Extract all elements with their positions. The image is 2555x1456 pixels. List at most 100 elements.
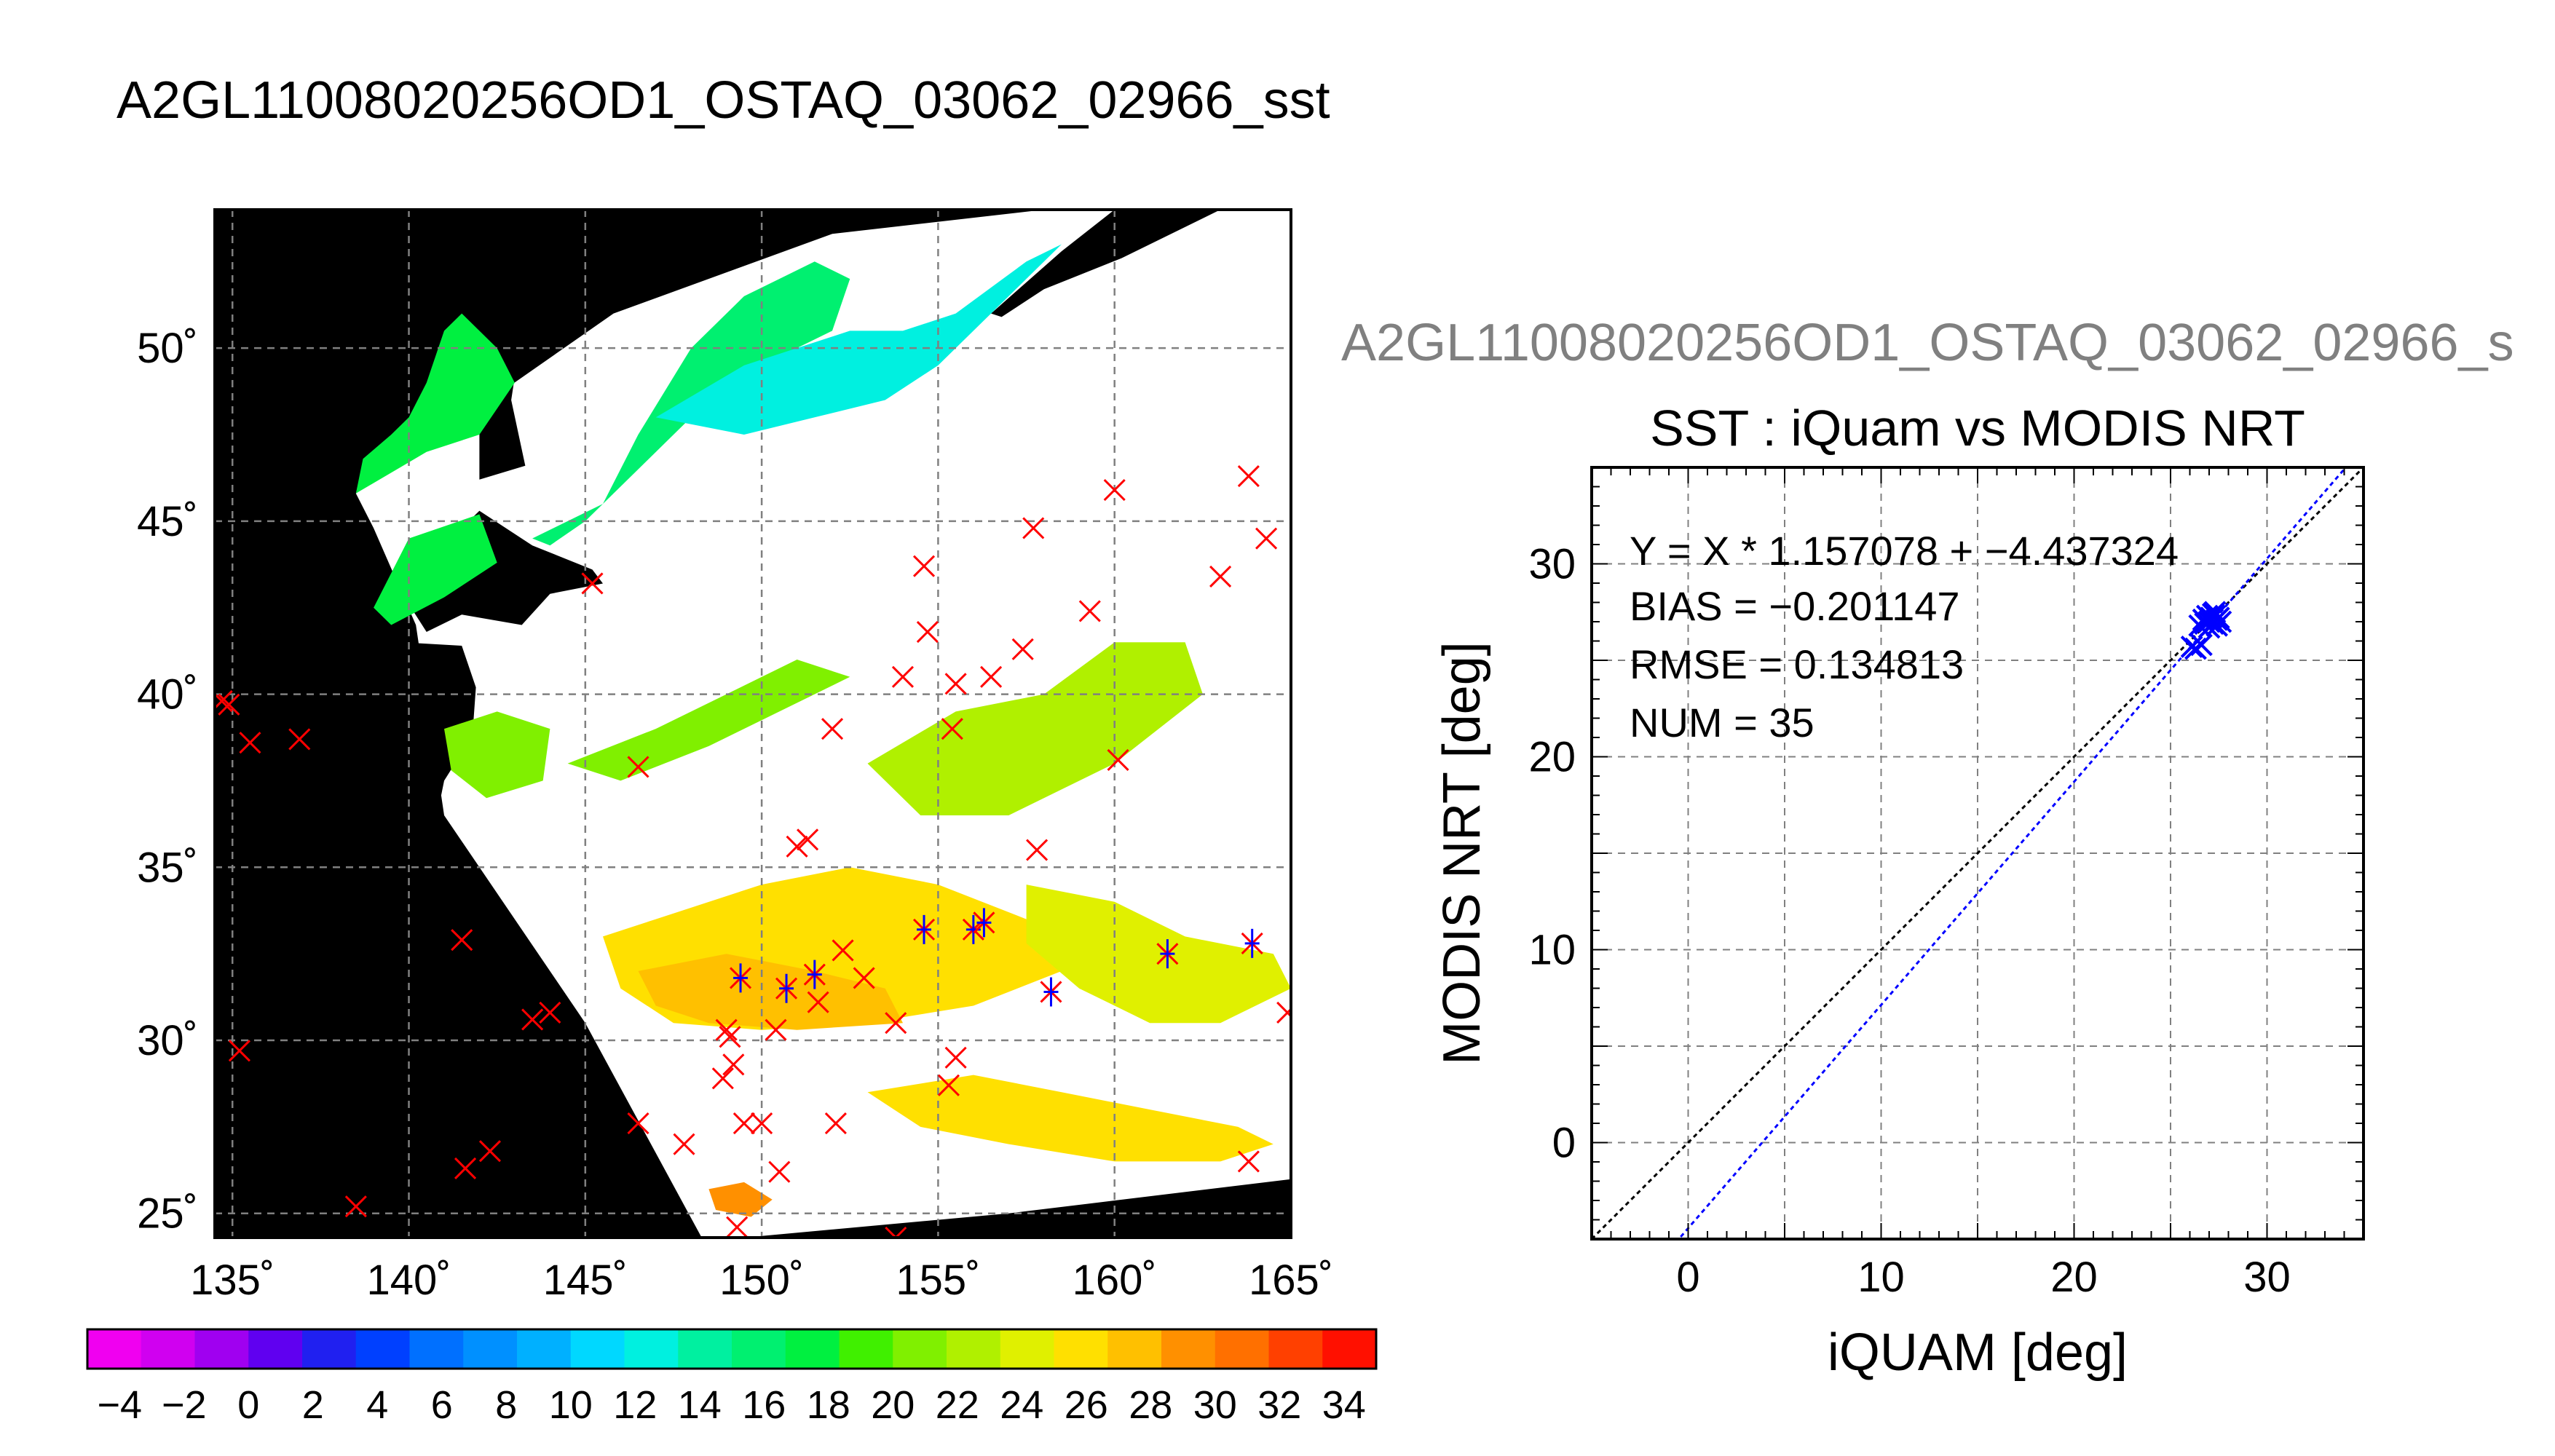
matchup-marker	[1022, 517, 1045, 539]
retrieval-marker-cross	[733, 963, 749, 993]
map-lat-tick-label: 30˚	[137, 1017, 198, 1064]
matchup-marker	[451, 929, 473, 951]
colorbar: −4 −2 0 2 4 6 8 10 12 14 16 18 20 22 24 26 28 30 32 34	[86, 1328, 1378, 1427]
retrieval-marker-cross	[1244, 928, 1260, 958]
map-frame	[213, 208, 1292, 1239]
colorbar-segment	[570, 1329, 625, 1369]
main-title: A2GL11008020256OD1_OSTAQ_03062_02966_sst	[117, 71, 1330, 130]
colorbar-tick-label: 22	[936, 1383, 979, 1427]
matchup-marker	[1107, 748, 1129, 771]
scatter-title: SST : iQuam vs MODIS NRT	[1650, 400, 2305, 456]
matchup-marker	[937, 1074, 960, 1096]
scatter-subtitle: A2GL11008020256OD1_OSTAQ_03062_02966_s	[1341, 314, 2514, 372]
colorbar-tick-label: 12	[613, 1383, 657, 1427]
matchup-marker	[1276, 1001, 1291, 1024]
sst-region	[708, 1182, 773, 1217]
scatter-point	[2189, 633, 2213, 657]
matchup-marker	[1237, 1150, 1260, 1173]
map-lon-tick-label: 165˚	[1249, 1257, 1333, 1304]
scatter-y-tick-label: 30	[1528, 541, 1576, 588]
matchup-marker	[673, 1133, 695, 1155]
matchup-marker	[478, 1140, 502, 1163]
colorbar-tick-label: 26	[1065, 1383, 1108, 1427]
colorbar-segment	[1161, 1329, 1216, 1369]
sst-region	[1026, 885, 1291, 1024]
colorbar-segment	[893, 1329, 947, 1369]
num-value: NUM = 35	[1630, 700, 1814, 745]
matchup-marker	[719, 1026, 741, 1048]
matchup-marker	[344, 1195, 367, 1218]
map-lon-tick-label: 160˚	[1073, 1257, 1157, 1304]
sst-region	[355, 313, 515, 494]
matchup-marker	[916, 620, 939, 644]
scatter-x-axis-label: iQUAM [deg]	[1828, 1324, 2128, 1382]
matchup-marker	[627, 756, 649, 778]
matchup-markers	[215, 465, 1291, 1238]
colorbar-frame	[86, 1328, 1378, 1370]
fit-equation: Y = X * 1.157078 + −4.437324	[1630, 528, 2179, 574]
matchup-marker	[768, 1160, 791, 1183]
scatter-x-tick-label: 30	[2243, 1254, 2291, 1301]
colorbar-tick-label: 20	[871, 1383, 915, 1427]
retrieval-marker-cross	[917, 914, 932, 944]
colorbar-tick-label: 32	[1257, 1383, 1301, 1427]
matchup-marker	[1103, 479, 1126, 502]
colorbar-tick-label: 4	[366, 1383, 388, 1427]
sst-region	[867, 1075, 1273, 1162]
matchup-marker	[1237, 465, 1260, 488]
swath-cloud-area	[355, 210, 1291, 1238]
scatter-grid	[1592, 467, 2364, 1239]
map-lon-tick-label: 140˚	[366, 1257, 451, 1304]
colorbar-tick-label: 14	[678, 1383, 722, 1427]
scatter-points	[2180, 601, 2232, 660]
map-lon-tick-label: 150˚	[719, 1257, 804, 1304]
matchup-marker	[539, 1001, 561, 1024]
scatter-x-tick-label: 0	[1676, 1254, 1699, 1301]
colorbar-tick-label: 30	[1193, 1383, 1237, 1427]
matchup-marker	[944, 1046, 967, 1069]
colorbar-tick-label: −4	[97, 1383, 142, 1427]
scatter-point	[2203, 601, 2227, 624]
scatter-y-tick-label: 10	[1528, 927, 1576, 974]
matchup-marker	[715, 1018, 738, 1041]
matchup-marker	[797, 828, 819, 851]
retrieval-marker-cross	[779, 973, 794, 1003]
matchup-marker	[891, 665, 915, 688]
matchup-marker	[228, 1040, 250, 1062]
map-lon-tick-label: 155˚	[896, 1257, 980, 1304]
sst-region	[638, 954, 903, 1030]
retrieval-marker-cross	[976, 908, 992, 938]
matchup-marker	[732, 1112, 755, 1135]
matchup-marker	[751, 1112, 773, 1135]
map-lat-ticks: 25˚ 30˚ 35˚ 40˚ 45˚ 50˚	[137, 325, 198, 1238]
matchup-marker	[885, 1226, 907, 1238]
scatter-y-ticks: 0 10 20 30	[1528, 541, 1576, 1167]
colorbar-segment	[1215, 1329, 1270, 1369]
map-lat-tick-label: 45˚	[137, 498, 198, 545]
matchup-marker	[980, 665, 1003, 688]
colorbar-segment	[302, 1329, 357, 1369]
colorbar-tick-label: 10	[549, 1383, 593, 1427]
scatter-y-tick-label: 0	[1552, 1120, 1576, 1167]
colorbar-tick-label: 24	[1000, 1383, 1043, 1427]
colorbar-segment	[248, 1329, 303, 1369]
colorbar-tick-label: 18	[807, 1383, 850, 1427]
matchup-marker	[807, 991, 829, 1013]
matchup-marker	[1209, 565, 1232, 588]
matchup-marker	[941, 718, 963, 740]
colorbar-tick-label: 2	[302, 1383, 324, 1427]
matchup-marker	[765, 1018, 787, 1041]
matchup-marker	[288, 728, 311, 751]
colorbar-segment	[194, 1329, 249, 1369]
colorbar-tick-label: 34	[1322, 1383, 1366, 1427]
matchup-marker	[1255, 527, 1278, 550]
retrieval-marker-cross	[1160, 939, 1175, 969]
scatter-x-tick-label: 20	[2050, 1254, 2098, 1301]
map-lat-tick-label: 25˚	[137, 1190, 198, 1238]
scatter-panel: SST : iQuam vs MODIS NRT 0 10 20 30 0 10 20 30…	[1433, 400, 2365, 1382]
retrieval-marker-cross	[1043, 977, 1059, 1007]
land-mass	[408, 510, 603, 632]
colorbar-tick-label: 6	[431, 1383, 453, 1427]
land-mass	[355, 642, 476, 874]
